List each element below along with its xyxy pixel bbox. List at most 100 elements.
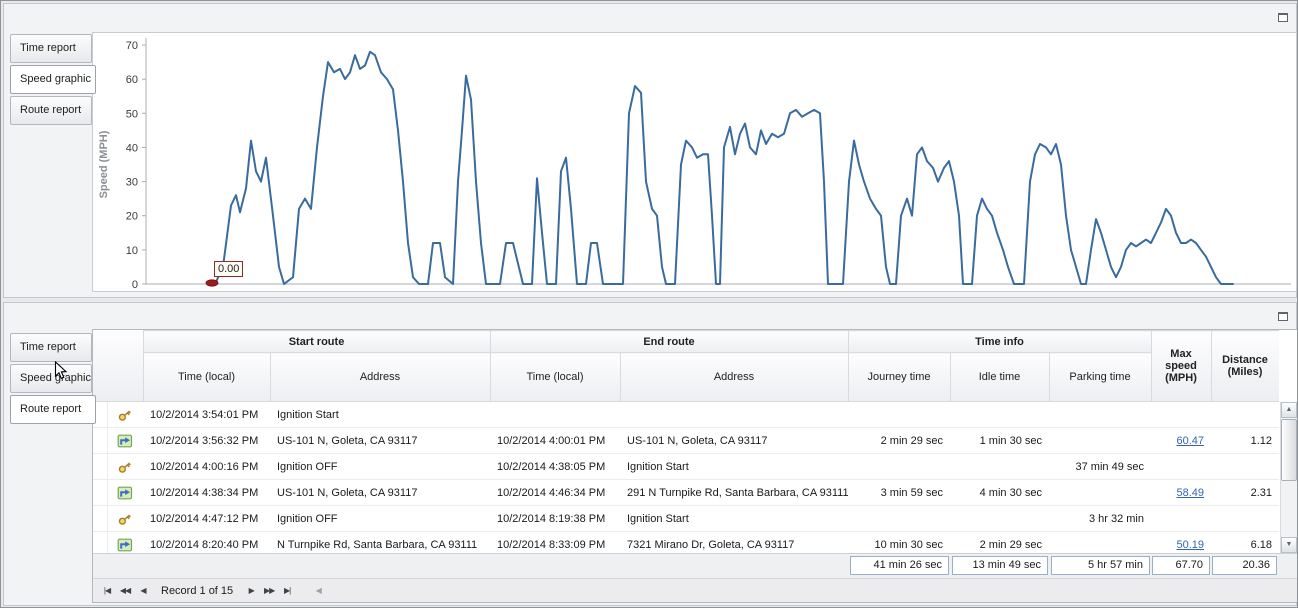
cell-parking-time xyxy=(1049,427,1151,454)
cell-start-time: 10/2/2014 3:56:32 PM xyxy=(143,427,270,454)
summary-parking-time: 5 hr 57 min xyxy=(1051,556,1150,575)
cell-distance: 2.31 xyxy=(1211,479,1279,506)
panel-restore-button-bottom[interactable] xyxy=(1275,308,1290,322)
panel-restore-button-top[interactable] xyxy=(1275,9,1290,23)
cell-start-address: Ignition OFF xyxy=(270,453,490,480)
bottom-tab-time-report[interactable]: Time report xyxy=(10,333,92,362)
cell-idle-time xyxy=(950,401,1049,428)
group-header-start-route[interactable]: Start route xyxy=(142,330,491,353)
top-tab-time-report[interactable]: Time report xyxy=(10,34,92,63)
record-navigator: |◀ ◀◀ ◀ Record 1 of 15 ▶ ▶▶ ▶| ◀ xyxy=(93,578,1297,602)
cell-start-address: US-101 N, Goleta, CA 93117 xyxy=(270,427,490,454)
row-indicator xyxy=(93,505,108,532)
chart-tooltip: 0.00 xyxy=(214,261,244,277)
cell-end-address: Ignition Start xyxy=(620,453,848,480)
row-indicator xyxy=(93,401,108,428)
nav-prev-button[interactable]: ◀ xyxy=(135,583,151,599)
nav-prev-page-button[interactable]: ◀◀ xyxy=(117,583,133,599)
max-speed-link[interactable]: 58.49 xyxy=(1176,486,1204,499)
svg-text:20: 20 xyxy=(126,211,138,223)
vertical-scrollbar[interactable]: ▲ ▼ xyxy=(1280,402,1297,553)
cell-journey-time: 2 min 29 sec xyxy=(848,427,950,454)
nav-next-page-button[interactable]: ▶▶ xyxy=(261,583,277,599)
column-header-parking-time[interactable]: Parking time xyxy=(1048,352,1152,402)
group-header-end-route[interactable]: End route xyxy=(489,330,849,353)
summary-max-speed: 67.70 xyxy=(1152,556,1210,575)
bottom-tab-speed-graphic[interactable]: Speed graphic xyxy=(10,364,92,393)
column-header-end-time[interactable]: Time (local) xyxy=(489,352,621,402)
cell-distance: 6.18 xyxy=(1211,531,1279,553)
cell-max-speed xyxy=(1151,505,1211,532)
row-indicator xyxy=(93,479,108,506)
table-row[interactable]: 10/2/2014 4:47:12 PM Ignition OFF 10/2/201… xyxy=(93,505,1279,532)
svg-text:0: 0 xyxy=(132,279,138,291)
bottom-tab-route-report[interactable]: Route report xyxy=(10,395,96,424)
cell-end-time: 10/2/2014 4:00:01 PM xyxy=(490,427,620,454)
cell-parking-time xyxy=(1049,531,1151,553)
cell-end-time xyxy=(490,401,620,428)
summary-row: 41 min 26 sec 13 min 49 sec 5 hr 57 min … xyxy=(93,553,1297,578)
svg-text:40: 40 xyxy=(126,142,138,154)
table-row[interactable]: 10/2/2014 4:00:16 PM Ignition OFF 10/2/201… xyxy=(93,453,1279,480)
cell-idle-time xyxy=(950,505,1049,532)
cell-start-time: 10/2/2014 3:54:01 PM xyxy=(143,401,270,428)
cell-parking-time xyxy=(1049,479,1151,506)
bottom-tabstrip: Time report Speed graphic Route report xyxy=(10,333,98,426)
top-tab-speed-graphic[interactable]: Speed graphic xyxy=(10,65,96,94)
svg-text:30: 30 xyxy=(126,177,138,189)
max-speed-link[interactable]: 50.19 xyxy=(1176,538,1204,551)
table-row[interactable]: 10/2/2014 3:54:01 PM Ignition Start xyxy=(93,401,1279,428)
cell-end-address: 291 N Turnpike Rd, Santa Barbara, CA 931… xyxy=(620,479,848,506)
cell-end-time: 10/2/2014 4:46:34 PM xyxy=(490,479,620,506)
cell-end-time: 10/2/2014 4:38:05 PM xyxy=(490,453,620,480)
scroll-down-icon[interactable]: ▼ xyxy=(1281,537,1297,553)
cell-distance xyxy=(1211,505,1279,532)
column-header-start-time[interactable]: Time (local) xyxy=(142,352,271,402)
cell-start-time: 10/2/2014 4:00:16 PM xyxy=(143,453,270,480)
hscroll-left-icon[interactable]: ◀ xyxy=(310,583,326,599)
table-row[interactable]: 10/2/2014 3:56:32 PM US-101 N, Goleta, CA… xyxy=(93,427,1279,454)
cell-start-address: Ignition OFF xyxy=(270,505,490,532)
nav-last-button[interactable]: ▶| xyxy=(279,583,295,599)
route-icon xyxy=(107,479,143,506)
column-header-journey-time[interactable]: Journey time xyxy=(847,352,951,402)
cell-end-time: 10/2/2014 8:33:09 PM xyxy=(490,531,620,553)
ignition-key-icon xyxy=(107,401,143,428)
svg-text:70: 70 xyxy=(126,40,138,52)
ignition-key-icon xyxy=(107,505,143,532)
cell-max-speed xyxy=(1151,401,1211,428)
summary-journey-time: 41 min 26 sec xyxy=(850,556,949,575)
cell-max-speed: 58.49 xyxy=(1151,479,1211,506)
svg-text:10: 10 xyxy=(126,245,138,257)
cell-journey-time xyxy=(848,453,950,480)
scroll-up-icon[interactable]: ▲ xyxy=(1281,402,1297,418)
record-count-label: Record 1 of 15 xyxy=(161,584,234,597)
column-header-distance[interactable]: Distance (Miles) xyxy=(1210,330,1279,402)
column-header-max-speed[interactable]: Max speed (MPH) xyxy=(1150,330,1212,402)
cell-end-address: US-101 N, Goleta, CA 93117 xyxy=(620,427,848,454)
column-header-idle-time[interactable]: Idle time xyxy=(949,352,1050,402)
scrollbar-thumb[interactable] xyxy=(1281,419,1297,481)
route-report-panel: Time report Speed graphic Route report xyxy=(3,302,1297,606)
cell-journey-time xyxy=(848,505,950,532)
svg-text:50: 50 xyxy=(126,108,138,120)
summary-distance: 20.36 xyxy=(1212,556,1277,575)
nav-next-button[interactable]: ▶ xyxy=(243,583,259,599)
max-speed-link[interactable]: 60.47 xyxy=(1176,434,1204,447)
table-row[interactable]: 10/2/2014 4:38:34 PM US-101 N, Goleta, CA… xyxy=(93,479,1279,506)
cell-parking-time xyxy=(1049,401,1151,428)
cell-start-time: 10/2/2014 8:20:40 PM xyxy=(143,531,270,553)
cell-idle-time: 1 min 30 sec xyxy=(950,427,1049,454)
group-header-time-info[interactable]: Time info xyxy=(847,330,1152,353)
table-row[interactable]: 10/2/2014 8:20:40 PM N Turnpike Rd, Santa… xyxy=(93,531,1279,553)
restore-panel-icon xyxy=(1277,12,1288,22)
cell-max-speed: 60.47 xyxy=(1151,427,1211,454)
column-header-end-address[interactable]: Address xyxy=(619,352,849,402)
top-tab-route-report[interactable]: Route report xyxy=(10,96,92,125)
cell-start-address: Ignition Start xyxy=(270,401,490,428)
column-header-start-address[interactable]: Address xyxy=(269,352,491,402)
summary-idle-time: 13 min 49 sec xyxy=(952,556,1048,575)
nav-first-button[interactable]: |◀ xyxy=(99,583,115,599)
svg-text:Speed (MPH): Speed (MPH) xyxy=(98,130,110,198)
